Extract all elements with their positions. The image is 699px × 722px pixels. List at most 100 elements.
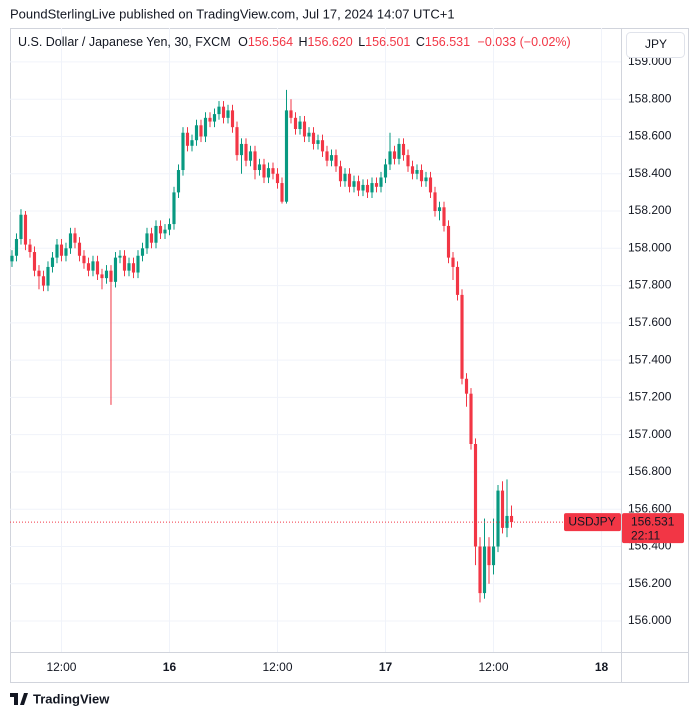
legend-value: 156.531 [425,35,470,49]
candle-body [343,173,347,182]
candle-body [104,270,109,279]
candle-body [73,233,77,243]
candle-body [370,183,374,193]
candle-body [455,266,460,295]
candle-body [181,132,185,171]
candle-body [172,192,176,225]
candle-body [271,168,275,174]
y-tick-label: 157.200 [628,390,672,404]
candle-body [158,225,163,234]
candle-body [154,225,158,243]
candle-body [491,546,496,566]
candle-body [302,121,307,137]
candle-body [235,127,239,156]
candle-body [329,155,334,161]
candle-body [437,207,442,212]
candle-body [347,173,352,187]
candle-body [428,177,433,193]
candle-body [131,263,136,273]
y-tick-label: 156.200 [628,576,672,590]
x-tick-label: 12:00 [262,660,292,674]
price-tag [622,513,684,544]
candle-body [185,132,190,146]
candle-body [397,143,401,159]
candle-body [446,225,451,258]
candle-body [464,378,469,394]
legend-value: 156.620 [308,35,353,49]
candle-body [163,229,167,234]
candle-body [127,263,131,271]
candle-body [325,151,329,161]
y-tick-label: 157.400 [628,352,672,366]
candle-body [383,164,388,178]
candle-body [469,393,473,444]
legend-key: H [299,35,308,49]
y-tick-label: 156.800 [628,464,672,478]
candle-body [284,110,289,202]
candle-body [23,214,28,245]
candle-body [289,110,293,118]
candle-body [149,233,154,243]
symbol-title: U.S. Dollar / Japanese Yen, 30, FXCM [18,35,231,49]
candle-body [95,261,100,275]
candle-body [167,224,172,230]
candle-body [86,263,91,271]
x-tick-label: 12:00 [46,660,76,674]
candle-body [473,444,478,547]
candle-body [194,125,199,141]
y-tick-label: 158.600 [628,129,672,143]
candle-body [401,143,406,156]
y-tick-label: 157.000 [628,427,672,441]
candle-body [361,184,365,191]
candle-body [230,110,235,128]
candle-body [307,132,311,137]
legend: U.S. Dollar / Japanese Yen, 30, FXCM O 15… [18,35,571,49]
candle-body [55,244,59,258]
legend-key: O [238,35,248,49]
candle-body [379,177,383,187]
y-tick-label: 158.200 [628,203,672,217]
candle-body [293,117,298,130]
candle-body [208,117,212,122]
x-tick-label: 12:00 [478,660,508,674]
candle-body [77,242,82,256]
footer-brand: TradingView [33,691,110,706]
y-tick-label: 158.800 [628,91,672,105]
currency-label[interactable]: JPY [645,37,667,51]
candle-body [257,164,262,171]
candle-body [145,233,149,249]
candle-body [298,121,302,130]
candle-body [280,183,284,202]
candle-body [487,546,491,566]
legend-change: −0.033 [478,35,517,49]
legend-key: L [358,35,365,49]
candle-body [68,233,73,249]
candle-body [334,155,338,167]
candle-body [14,238,19,256]
candle-body [311,132,316,144]
candle-body [136,255,140,273]
candle-body [320,140,325,152]
candle-body [109,270,113,282]
candle-body [28,244,32,253]
candle-body [392,151,397,159]
candle-body [41,276,46,286]
symbol-tag-label: USDJPY [568,514,615,528]
currency-button[interactable] [626,32,685,58]
candle-body [356,181,361,191]
candle-body [338,166,343,182]
candle-body [374,183,379,187]
y-tick-label: 158.400 [628,166,672,180]
candle-body [388,151,392,165]
candle-body [442,207,446,226]
candle-body [64,248,68,256]
candle-body [46,266,50,286]
x-tick-label: 16 [163,660,177,674]
candle-body [50,257,55,267]
x-tick-label: 18 [595,660,609,674]
logo-icon [10,693,28,705]
candle-body [248,151,253,161]
y-tick-label: 157.800 [628,278,672,292]
